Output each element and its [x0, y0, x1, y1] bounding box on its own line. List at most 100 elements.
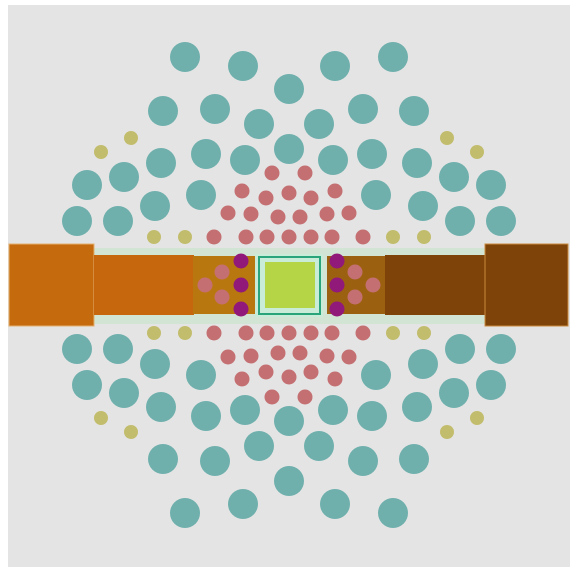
large-hole	[399, 444, 429, 474]
small-hole	[319, 206, 335, 222]
large-hole	[170, 498, 200, 528]
large-hole	[320, 489, 350, 519]
small-hole	[220, 349, 236, 365]
center-ring	[258, 256, 321, 315]
small-hole	[355, 229, 371, 245]
large-hole	[140, 191, 170, 221]
large-hole	[445, 334, 475, 364]
large-hole	[304, 431, 334, 461]
small-hole	[243, 206, 259, 222]
small-hole	[297, 165, 313, 181]
pin-hole	[470, 411, 484, 425]
large-hole	[72, 170, 102, 200]
large-hole	[348, 446, 378, 476]
large-hole	[228, 489, 258, 519]
via-holes	[233, 253, 345, 317]
via-hole	[233, 301, 249, 317]
large-hole	[274, 74, 304, 104]
large-hole	[476, 370, 506, 400]
via-hole	[329, 301, 345, 317]
large-hole	[445, 206, 475, 236]
small-hole	[197, 277, 213, 293]
large-hole	[103, 334, 133, 364]
small-hole	[281, 229, 297, 245]
pin-hole	[124, 131, 138, 145]
left-outer-bar	[8, 243, 95, 327]
via-hole	[233, 253, 249, 269]
large-hole	[439, 378, 469, 408]
large-hole	[304, 109, 334, 139]
large-hole	[361, 180, 391, 210]
large-hole	[109, 162, 139, 192]
small-hole	[281, 185, 297, 201]
pin-holes	[94, 131, 484, 439]
large-hole	[148, 96, 178, 126]
large-hole	[200, 446, 230, 476]
large-hole	[274, 466, 304, 496]
large-hole	[186, 180, 216, 210]
large-hole	[140, 349, 170, 379]
small-hole	[341, 349, 357, 365]
large-hole	[103, 206, 133, 236]
pin-hole	[178, 230, 192, 244]
pin-hole	[124, 425, 138, 439]
large-hole	[244, 431, 274, 461]
large-hole	[320, 51, 350, 81]
large-hole	[486, 206, 516, 236]
small-hole	[324, 229, 340, 245]
large-hole	[191, 139, 221, 169]
large-hole	[186, 360, 216, 390]
large-hole	[476, 170, 506, 200]
large-hole	[170, 42, 200, 72]
pin-hole	[386, 326, 400, 340]
small-hole	[341, 205, 357, 221]
small-hole	[303, 229, 319, 245]
small-hole	[270, 209, 286, 225]
large-hole	[408, 191, 438, 221]
large-hole	[191, 401, 221, 431]
via-hole	[329, 277, 345, 293]
small-hole	[347, 289, 363, 305]
pin-hole	[386, 230, 400, 244]
large-hole	[230, 395, 260, 425]
large-hole	[357, 401, 387, 431]
small-hole	[258, 190, 274, 206]
pin-hole	[440, 131, 454, 145]
large-hole	[228, 51, 258, 81]
small-hole	[206, 325, 222, 341]
small-hole	[319, 348, 335, 364]
pin-hole	[94, 145, 108, 159]
via-hole	[233, 277, 249, 293]
small-hole	[243, 348, 259, 364]
small-hole	[220, 205, 236, 221]
small-hole	[234, 183, 250, 199]
center-component	[255, 254, 323, 317]
large-hole	[318, 395, 348, 425]
center-core	[265, 262, 315, 308]
pin-hole	[470, 145, 484, 159]
right-outer-bar	[484, 243, 569, 327]
small-hole	[347, 264, 363, 280]
small-hole	[327, 183, 343, 199]
large-hole	[230, 145, 260, 175]
small-hole	[214, 289, 230, 305]
small-hole	[259, 325, 275, 341]
small-hole	[281, 369, 297, 385]
large-hole	[408, 349, 438, 379]
small-hole	[238, 325, 254, 341]
right-mid-bar	[385, 255, 485, 315]
cylinder-holes-large	[62, 42, 516, 528]
small-hole	[214, 264, 230, 280]
large-hole	[109, 378, 139, 408]
pin-hole	[178, 326, 192, 340]
pin-hole	[417, 230, 431, 244]
large-hole	[361, 360, 391, 390]
pin-hole	[94, 411, 108, 425]
small-hole	[303, 190, 319, 206]
small-hole	[365, 277, 381, 293]
large-hole	[146, 392, 176, 422]
large-hole	[200, 94, 230, 124]
small-hole	[324, 325, 340, 341]
large-hole	[244, 109, 274, 139]
